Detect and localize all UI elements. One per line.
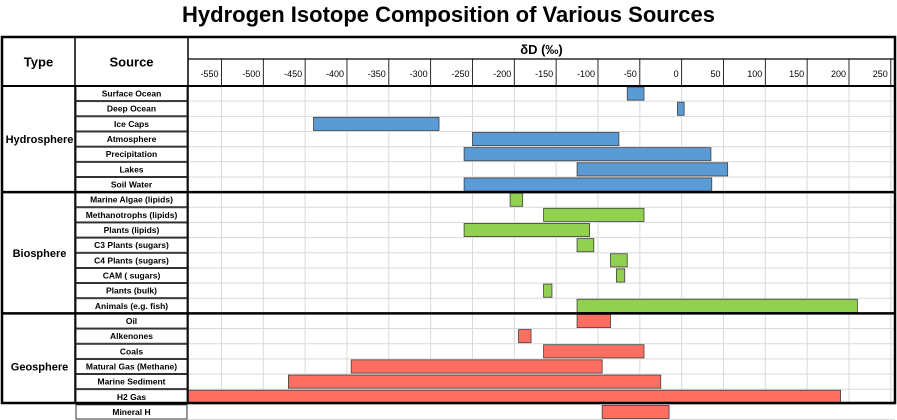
bar-coals	[543, 344, 645, 359]
source-label: Ice Caps	[114, 119, 149, 129]
x-tick-label: -500	[242, 69, 260, 79]
source-label: Precipitation	[106, 149, 157, 159]
x-tick-label: 100	[747, 69, 762, 79]
type-label: Geosphere	[11, 361, 68, 373]
source-header: Source	[109, 55, 153, 70]
x-tick-label: -300	[410, 69, 428, 79]
source-label: Deep Ocean	[107, 104, 156, 114]
source-cell	[75, 131, 188, 147]
source-label: Oil	[126, 316, 137, 326]
x-tick-label: 200	[831, 69, 846, 79]
bar-matural-gas-methane	[350, 359, 603, 374]
x-tick-label: -550	[200, 69, 218, 79]
x-tick-label: 0	[674, 69, 679, 79]
source-cell	[75, 268, 188, 283]
source-label: Atmosphere	[107, 134, 157, 144]
bar-plants-bulk	[543, 283, 553, 298]
x-tick-label: -100	[577, 69, 595, 79]
bar-methanotrophs-lipids	[543, 207, 645, 222]
x-tick-label: -250	[451, 69, 469, 79]
source-cell	[75, 404, 188, 420]
bar-atmosphere	[472, 132, 620, 147]
bar-surface-ocean	[626, 86, 645, 101]
bar-mineral-h	[601, 404, 670, 419]
axis-label: δD (‰)	[520, 42, 563, 57]
x-tick-label: -400	[326, 69, 344, 79]
bar-plants-lipids	[463, 223, 591, 238]
x-tick-label: -350	[368, 69, 386, 79]
type-label: Biosphere	[13, 248, 67, 260]
source-label: Methanotrophs (lipids)	[86, 210, 178, 220]
bar-deep-ocean	[677, 101, 685, 116]
source-label: Mineral H	[112, 407, 150, 417]
bar-oil	[576, 313, 611, 328]
bar-lakes	[576, 162, 729, 177]
source-cell	[75, 237, 188, 253]
x-tick-label: -150	[535, 69, 553, 79]
bar-h2-gas	[187, 389, 842, 404]
source-cell	[75, 358, 188, 374]
bar-marine-algae-lipids	[509, 192, 524, 207]
source-label: Animals (e.g. fish)	[95, 301, 168, 311]
source-cell	[75, 161, 188, 177]
x-tick-label: 150	[789, 69, 804, 79]
source-label: Lakes	[119, 164, 143, 174]
x-tick-label: -200	[493, 69, 511, 79]
source-cell	[75, 207, 188, 223]
bar-precipitation	[463, 147, 712, 162]
x-tick-label: 50	[710, 69, 720, 79]
source-cell	[75, 116, 188, 132]
source-cell	[75, 328, 188, 344]
source-label: C4 Plants (sugars)	[94, 255, 169, 265]
source-label: C3 Plants (sugars)	[94, 240, 169, 250]
outer-border	[0, 35, 897, 405]
source-label: H2 Gas	[117, 392, 147, 402]
type-header: Type	[24, 55, 53, 70]
x-tick-label: -450	[284, 69, 302, 79]
bar-animals-e-g-fish	[576, 298, 858, 313]
source-label: Alkenones	[110, 331, 153, 341]
source-cell	[75, 252, 188, 268]
source-label: Soil Water	[111, 180, 153, 190]
bar-cam-sugars	[615, 268, 626, 283]
source-label: Surface Ocean	[102, 89, 162, 99]
source-label: Marine Sediment	[97, 377, 165, 387]
source-label: Matural Gas (Methane)	[86, 361, 177, 371]
source-cell	[75, 101, 188, 117]
x-tick-label: -50	[624, 69, 637, 79]
source-cell	[75, 222, 188, 238]
source-cell	[75, 343, 188, 359]
chart-title: Hydrogen Isotope Composition of Various …	[182, 2, 715, 27]
table-frame	[0, 35, 897, 420]
source-label: Marine Algae (lipids)	[90, 195, 173, 205]
bar-alkenones	[518, 329, 532, 344]
source-label: Plants (bulk)	[106, 286, 157, 296]
bar-c3-plants-sugars	[576, 238, 595, 253]
source-label: Plants (lipids)	[104, 225, 160, 235]
x-tick-label: 250	[873, 69, 888, 79]
source-cell	[75, 146, 188, 162]
bar-marine-sediment	[288, 374, 662, 389]
source-label: CAM ( sugars)	[103, 271, 161, 281]
bar-c4-plants-sugars	[610, 253, 628, 268]
bar-ice-caps	[313, 116, 440, 131]
bar-soil-water	[463, 177, 713, 192]
bars	[187, 86, 858, 419]
type-label: Hydrosphere	[6, 134, 74, 146]
source-cell	[75, 283, 188, 299]
source-label: Coals	[120, 346, 143, 356]
source-cell	[75, 374, 188, 390]
